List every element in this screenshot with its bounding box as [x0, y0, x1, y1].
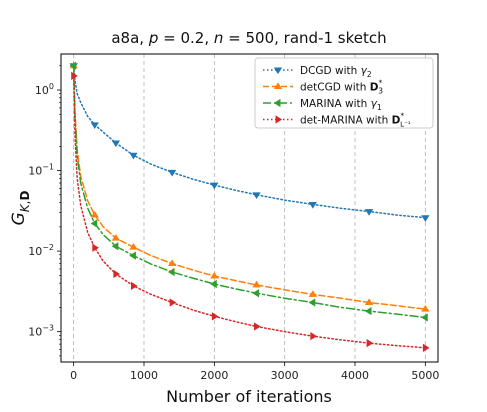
data-point — [273, 82, 283, 89]
data-point — [129, 251, 136, 260]
legend-entry: MARINA with γ1 — [263, 98, 382, 112]
data-point — [273, 67, 283, 75]
data-point — [422, 343, 430, 352]
x-axis: 0 1000 2000 3000 4000 5000 — [70, 362, 439, 382]
x-tick-label: 5000 — [411, 369, 439, 382]
y-axis-label: GK,D — [9, 191, 32, 226]
data-point — [308, 201, 317, 209]
legend-entry: detCGD with D* 3 — [263, 79, 383, 96]
data-point — [210, 279, 217, 289]
data-point — [366, 339, 374, 348]
data-point — [310, 331, 317, 341]
data-point — [254, 322, 261, 331]
data-point — [252, 192, 261, 199]
data-point — [308, 290, 317, 297]
data-point — [90, 122, 99, 129]
chart-title: a8a, p = 0.2, n = 500, rand-1 sketch — [111, 29, 386, 47]
y-tick-label: 10−3 — [28, 324, 54, 339]
data-point — [129, 242, 138, 250]
data-point — [364, 306, 372, 316]
data-point — [113, 269, 121, 279]
data-point — [71, 71, 78, 80]
x-axis-label: Number of iterations — [166, 387, 332, 406]
y-tick-label: 10−1 — [28, 163, 54, 178]
data-point — [421, 305, 430, 312]
legend-entry: det-MARINA with D* L⁻¹ — [263, 112, 411, 129]
legend-label: MARINA with γ1 — [300, 98, 382, 112]
data-point — [210, 182, 219, 190]
x-tick-label: 4000 — [341, 369, 369, 382]
legend-label: DCGD with γ2 — [300, 65, 372, 79]
data-point — [308, 298, 316, 307]
data-point — [92, 243, 99, 252]
plot-frame — [60, 53, 439, 363]
x-tick-label: 3000 — [271, 369, 299, 382]
legend-box — [254, 57, 434, 129]
data-point — [111, 140, 121, 148]
data-point — [167, 267, 175, 277]
data-point — [275, 115, 283, 124]
x-tick-label: 1000 — [130, 369, 158, 382]
legend-label: det-MARINA with D* L⁻¹ — [300, 112, 411, 129]
data-point — [273, 98, 281, 108]
data-point — [252, 289, 259, 298]
series-layer — [69, 61, 430, 352]
data-point — [364, 209, 374, 216]
data-point — [167, 169, 177, 177]
data-point — [167, 259, 177, 267]
data-point — [90, 210, 99, 218]
data-point — [252, 280, 261, 288]
data-point — [364, 298, 374, 305]
data-point — [211, 312, 219, 321]
series-1 — [69, 63, 430, 222]
y-axis: 10−3 10−2 10−1 100 — [28, 65, 61, 357]
data-point — [90, 219, 98, 228]
data-point — [69, 61, 77, 70]
legend-label: detCGD with D* 3 — [300, 79, 383, 96]
data-point — [130, 281, 138, 291]
series-4 — [71, 71, 430, 352]
y-tick-label: 100 — [35, 82, 54, 97]
y-tick-label: 10−2 — [28, 243, 54, 258]
data-point — [421, 313, 428, 322]
x-tick-label: 0 — [70, 369, 77, 382]
data-point — [210, 271, 219, 279]
data-point — [129, 152, 138, 160]
legend-entry: DCGD with γ2 — [263, 65, 372, 79]
x-tick-label: 2000 — [200, 369, 228, 382]
series-3 — [69, 61, 428, 322]
data-point — [169, 298, 177, 307]
data-point — [421, 215, 430, 222]
data-point — [111, 242, 119, 251]
data-point — [111, 233, 121, 241]
